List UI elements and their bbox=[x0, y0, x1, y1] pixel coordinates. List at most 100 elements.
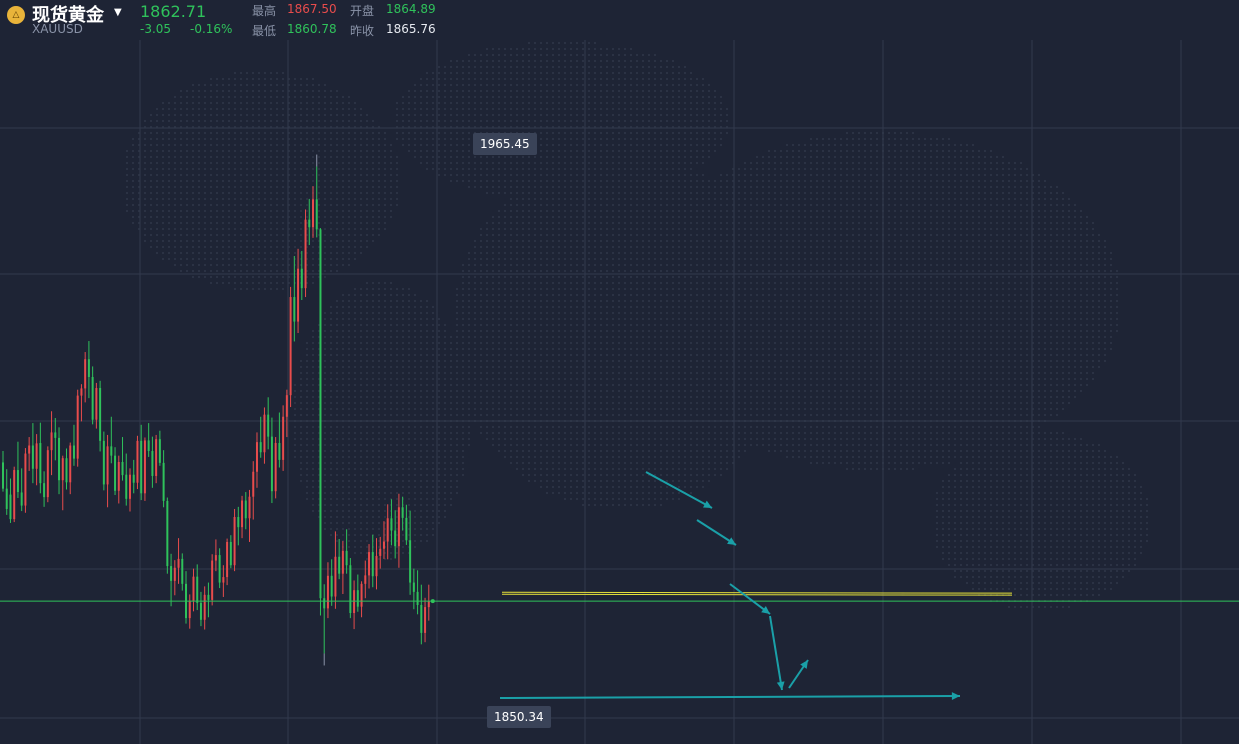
candle-body-24 bbox=[91, 376, 94, 420]
candle-body-60 bbox=[226, 541, 229, 578]
candle-body-70 bbox=[263, 414, 266, 453]
candle-body-114 bbox=[427, 601, 430, 608]
chevron-down-icon[interactable]: ▼ bbox=[114, 7, 122, 18]
candle-body-83 bbox=[312, 199, 315, 228]
annotation-arrow-3 bbox=[769, 615, 783, 691]
candle-body-11 bbox=[43, 483, 46, 498]
gold-logo-icon: △ bbox=[7, 6, 25, 24]
candle-body-22 bbox=[84, 359, 87, 389]
instrument-name[interactable]: 现货黄金 bbox=[32, 5, 104, 26]
candle-body-84 bbox=[315, 199, 318, 230]
candle-body-64 bbox=[241, 500, 244, 528]
candle-body-106 bbox=[397, 507, 400, 547]
candle-body-34 bbox=[128, 474, 131, 499]
open-value: 1864.89 bbox=[386, 2, 436, 16]
candle-body-56 bbox=[211, 560, 214, 600]
current-price-dot bbox=[430, 599, 435, 604]
prev-close-value: 1865.76 bbox=[386, 22, 436, 36]
candle-body-78 bbox=[293, 297, 296, 322]
candle-body-53 bbox=[199, 602, 202, 620]
high-value: 1867.50 bbox=[287, 2, 337, 16]
candle-body-2 bbox=[9, 494, 12, 520]
candle-body-75 bbox=[282, 416, 285, 460]
candle-body-5 bbox=[20, 492, 23, 506]
candle-body-79 bbox=[297, 268, 300, 322]
candle-body-40 bbox=[151, 451, 154, 476]
candle-body-111 bbox=[416, 591, 419, 605]
candle-body-101 bbox=[379, 548, 382, 556]
candle-body-113 bbox=[424, 607, 427, 633]
candle-body-14 bbox=[54, 432, 57, 438]
candle-body-30 bbox=[114, 455, 117, 491]
prev-close-label: 昨收 bbox=[350, 24, 375, 38]
candle-body-95 bbox=[356, 590, 359, 607]
candle-body-61 bbox=[229, 541, 232, 566]
candle-body-108 bbox=[405, 517, 408, 541]
candle-body-86 bbox=[323, 598, 326, 609]
annotation-arrow-2 bbox=[729, 583, 771, 615]
candle-body-47 bbox=[177, 558, 180, 568]
annotation-arrowhead-2 bbox=[761, 606, 770, 614]
annotation-arrowhead-1 bbox=[727, 537, 736, 545]
candle-body-1 bbox=[5, 488, 8, 509]
candle-body-89 bbox=[334, 556, 337, 597]
candle-body-67 bbox=[252, 471, 255, 497]
candle-body-15 bbox=[58, 437, 61, 481]
candle-body-62 bbox=[233, 517, 236, 566]
annotation-arrowhead-4 bbox=[800, 660, 808, 669]
candle-body-112 bbox=[420, 604, 423, 633]
last-price: 1862.71 bbox=[140, 2, 207, 21]
candle-body-80 bbox=[300, 268, 303, 289]
candle-body-82 bbox=[308, 219, 311, 228]
candle-body-19 bbox=[72, 445, 75, 459]
candle-body-51 bbox=[192, 576, 195, 601]
candle-body-28 bbox=[106, 446, 109, 485]
candle-body-8 bbox=[31, 445, 34, 469]
candle-body-31 bbox=[117, 462, 120, 491]
candle-body-12 bbox=[46, 450, 49, 498]
candle-body-65 bbox=[244, 500, 247, 519]
candle-body-59 bbox=[222, 577, 225, 583]
candle-body-68 bbox=[255, 442, 258, 472]
candle-body-96 bbox=[360, 583, 363, 607]
candle-body-35 bbox=[132, 474, 135, 483]
high-label: 最高 bbox=[252, 4, 277, 18]
candle-body-85 bbox=[319, 229, 322, 599]
candle-body-76 bbox=[285, 395, 288, 417]
candle-body-77 bbox=[289, 297, 292, 396]
candle-body-23 bbox=[87, 359, 90, 377]
annotation-arrow-0 bbox=[645, 471, 713, 509]
candle-body-69 bbox=[259, 442, 262, 453]
candle-body-29 bbox=[110, 446, 113, 456]
annotation-arrowhead-0 bbox=[703, 500, 712, 508]
candle-body-26 bbox=[99, 387, 102, 441]
instrument-symbol: XAUUSD bbox=[32, 22, 83, 36]
annotation-arrowhead-5 bbox=[951, 692, 960, 700]
candle-body-91 bbox=[341, 550, 344, 574]
candle-body-102 bbox=[382, 541, 385, 549]
support-line-upper bbox=[501, 591, 1013, 594]
candle-body-93 bbox=[349, 565, 352, 614]
candle-body-90 bbox=[338, 556, 341, 574]
candle-body-104 bbox=[390, 518, 393, 531]
candle-body-72 bbox=[270, 436, 273, 492]
candle-body-107 bbox=[401, 507, 404, 518]
candle-body-105 bbox=[394, 530, 397, 547]
candle-body-18 bbox=[69, 445, 72, 483]
candle-body-54 bbox=[203, 594, 206, 620]
candle-body-17 bbox=[65, 458, 68, 483]
candle-body-16 bbox=[61, 458, 64, 481]
candle-body-73 bbox=[274, 442, 277, 492]
candle-body-103 bbox=[386, 518, 389, 542]
candle-body-27 bbox=[102, 440, 105, 485]
candle-body-37 bbox=[140, 440, 143, 494]
candle-body-97 bbox=[364, 575, 367, 584]
candle-body-20 bbox=[76, 395, 79, 459]
low-value: 1860.78 bbox=[287, 22, 337, 36]
candle-body-74 bbox=[278, 442, 281, 460]
candle-body-0 bbox=[2, 462, 4, 489]
annotation-arrow-5 bbox=[499, 695, 961, 699]
instrument-header: △ 现货黄金 ▼ XAUUSD 1862.71 -3.05 -0.16% 最高 … bbox=[0, 0, 460, 40]
candle-body-63 bbox=[237, 517, 240, 528]
